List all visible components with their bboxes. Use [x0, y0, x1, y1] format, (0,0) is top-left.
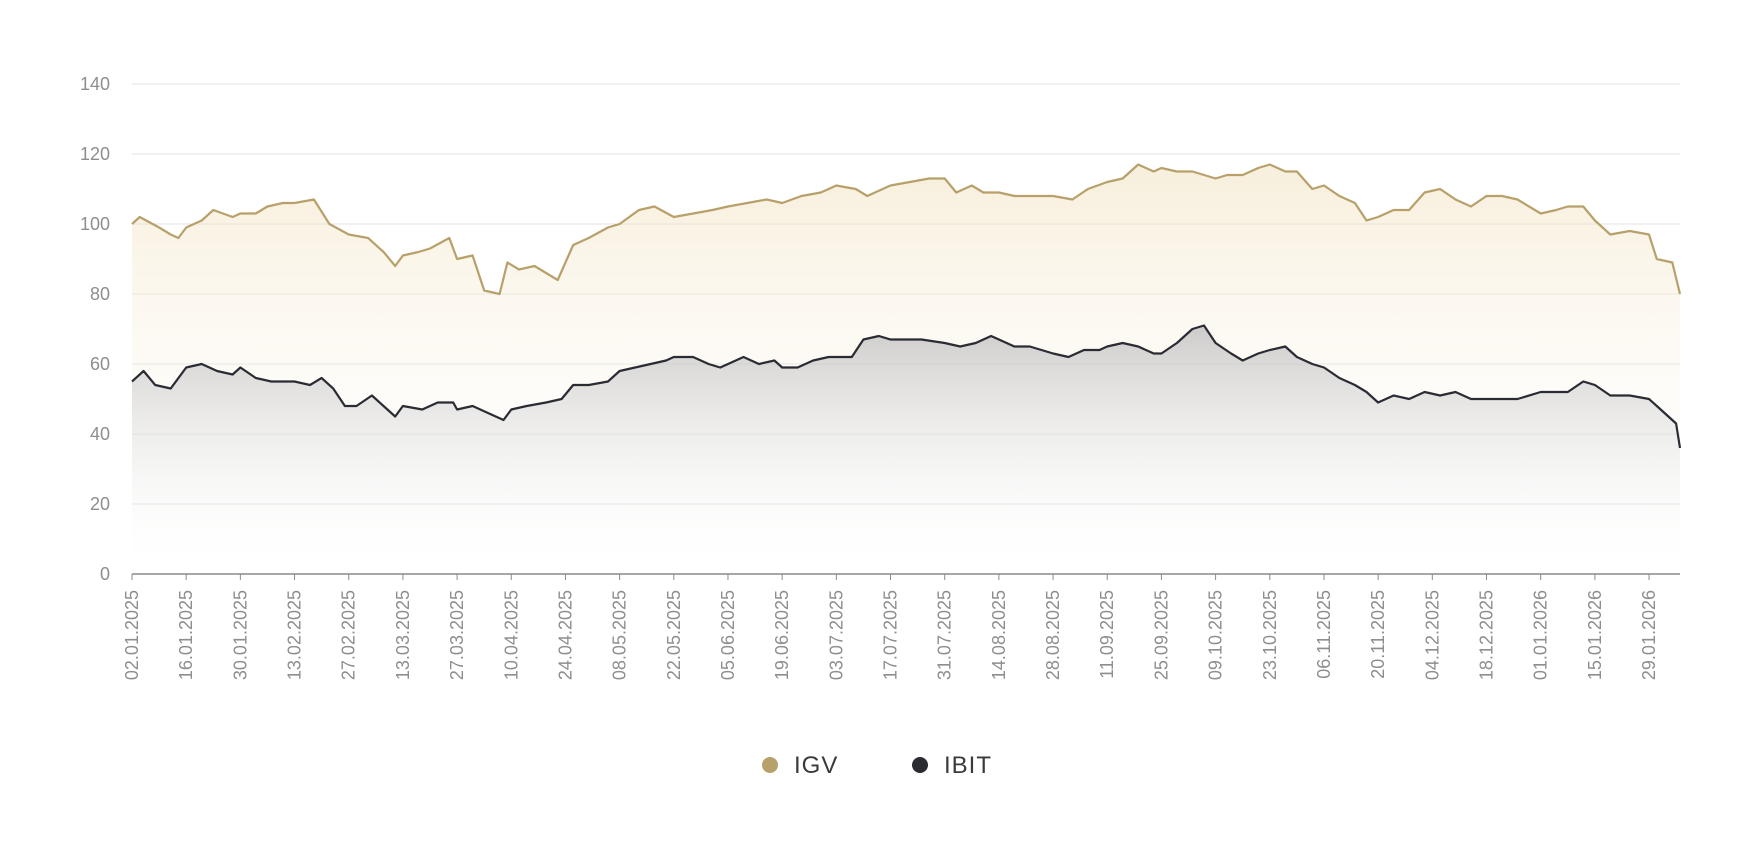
legend: IGV IBIT — [762, 752, 992, 779]
x-tick-label: 13.02.2025 — [285, 590, 305, 680]
x-tick-label: 15.01.2026 — [1585, 590, 1605, 680]
area-fills — [132, 164, 1680, 574]
x-tick-label: 28.08.2025 — [1043, 590, 1063, 680]
x-tick-label: 22.05.2025 — [664, 590, 684, 680]
x-tick-label: 23.10.2025 — [1260, 590, 1280, 680]
x-tick-label: 09.10.2025 — [1206, 590, 1226, 680]
x-tick-label: 18.12.2025 — [1477, 590, 1497, 680]
x-tick-label: 08.05.2025 — [610, 590, 630, 680]
x-tick-label: 13.03.2025 — [393, 590, 413, 680]
x-tick-label: 17.07.2025 — [881, 590, 901, 680]
y-tick-label: 100 — [80, 214, 110, 234]
x-tick-label: 25.09.2025 — [1151, 590, 1171, 680]
x-tick-label: 06.11.2025 — [1314, 590, 1334, 679]
x-tick-label: 01.01.2026 — [1531, 590, 1551, 680]
y-axis: 0 20 40 60 80 100 120 140 — [80, 74, 110, 584]
x-tick-label: 03.07.2025 — [826, 590, 846, 680]
x-tick-label: 02.01.2025 — [122, 590, 142, 680]
x-tick-label: 04.12.2025 — [1422, 590, 1442, 680]
legend-marker-igv — [762, 757, 778, 773]
series-lines — [131, 163, 1682, 449]
y-tick-label: 60 — [90, 354, 110, 374]
series-line-ibit — [131, 324, 1682, 449]
x-tick-label: 05.06.2025 — [718, 590, 738, 680]
x-tick-label: 19.06.2025 — [772, 590, 792, 680]
y-tick-label: 80 — [90, 284, 110, 304]
x-tick-label: 30.01.2025 — [230, 590, 250, 680]
x-tick-label: 14.08.2025 — [989, 590, 1009, 680]
y-tick-label: 120 — [80, 144, 110, 164]
x-axis: 02.01.2025 16.01.2025 30.01.2025 13.02.2025… — [122, 574, 1659, 680]
y-tick-label: 0 — [100, 564, 110, 584]
legend-label-igv: IGV — [794, 752, 838, 779]
series-line-igv — [131, 163, 1682, 296]
x-tick-label: 20.11.2025 — [1368, 590, 1388, 679]
x-tick-label: 24.04.2025 — [555, 590, 575, 680]
y-tick-label: 20 — [90, 494, 110, 514]
series-area-ibit — [132, 325, 1680, 574]
legend-marker-ibit — [912, 757, 928, 773]
legend-label-ibit: IBIT — [944, 752, 992, 779]
x-tick-label: 11.09.2025 — [1097, 590, 1117, 679]
x-tick-label: 31.07.2025 — [935, 590, 955, 680]
x-tick-label: 16.01.2025 — [176, 590, 196, 680]
y-tick-label: 40 — [90, 424, 110, 444]
x-tick-label: 10.04.2025 — [501, 590, 521, 680]
y-tick-label: 140 — [80, 74, 110, 94]
x-tick-label: 27.02.2025 — [339, 590, 359, 680]
x-tick-label: 27.03.2025 — [447, 590, 467, 680]
x-tick-label: 29.01.2026 — [1639, 590, 1659, 680]
